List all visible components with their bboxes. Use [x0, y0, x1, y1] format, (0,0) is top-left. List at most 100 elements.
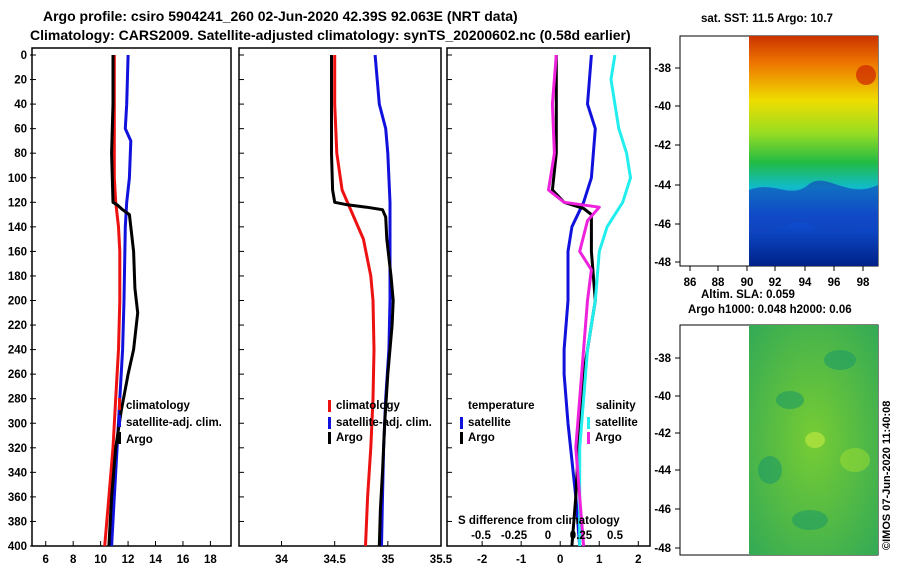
sla-patch	[758, 456, 782, 484]
depth-tick-label: 320	[8, 443, 27, 455]
series-line-temperature-argo	[550, 55, 597, 547]
legend-swatch-satellite	[328, 417, 331, 429]
legend-swatch-sal-argo	[587, 432, 590, 444]
lat-tick-label: -44	[654, 465, 671, 477]
lon-tick-label: 86	[684, 277, 697, 289]
legend-label-sal-argo: Argo	[595, 432, 622, 444]
lon-tick-label: 96	[828, 277, 841, 289]
x-tick-label: 10	[94, 554, 107, 566]
legend-swatch-climatology	[328, 400, 331, 412]
legend-title-salinity: salinity	[596, 400, 636, 412]
series-line-climatology	[333, 55, 376, 547]
salinity-panel-frame	[238, 47, 442, 547]
depth-tick-label: 240	[8, 345, 27, 357]
difference-chart: -2 -1 0 1 2	[477, 54, 641, 566]
x-tick-label: 1	[596, 554, 603, 566]
s-diff-tick: 0	[545, 530, 551, 542]
sst-map-title: sat. SST: 11.5 Argo: 10.7	[701, 13, 833, 25]
legend-title-temperature: temperature	[468, 400, 534, 412]
lon-tick-label: 90	[741, 277, 754, 289]
lon-tick-label: 98	[857, 277, 870, 289]
series-line-salinity-argo	[547, 54, 601, 547]
temperature-panel-frame	[31, 47, 232, 547]
depth-tick-label: 260	[8, 369, 27, 381]
depth-tick-label: 300	[8, 418, 27, 430]
lat-tick-label: -48	[654, 543, 671, 555]
sla-patch	[824, 350, 856, 370]
depth-tick-label: 20	[14, 75, 27, 87]
lat-tick-label: -44	[654, 180, 671, 192]
s-diff-tick: -0.25	[501, 530, 528, 542]
legend-label-climatology: climatology	[126, 400, 191, 412]
lat-tick-label: -38	[654, 353, 671, 365]
legend-label-argo: Argo	[126, 434, 153, 446]
depth-tick-label: 160	[8, 246, 27, 258]
depth-tick-label: 360	[8, 492, 27, 504]
x-tick-label: 18	[204, 554, 217, 566]
header-line-2: Climatology: CARS2009. Satellite-adjuste…	[30, 27, 631, 43]
legend-label-argo: Argo	[336, 432, 363, 444]
depth-tick-label: 220	[8, 320, 27, 332]
depth-tick-label: 400	[8, 541, 27, 553]
legend-label-temp-argo: Argo	[468, 432, 495, 444]
legend-swatch-temp-argo	[460, 432, 463, 444]
depth-tick-label: 380	[8, 516, 27, 528]
depth-tick-label: 80	[14, 148, 27, 160]
x-tick-label: 2	[635, 554, 641, 566]
lat-tick-label: -40	[654, 101, 671, 113]
depth-tick-label: 60	[14, 124, 27, 136]
imos-credit: ©IMOS 07-Jun-2020 11:40:08	[881, 401, 893, 550]
legend-swatch-temp-satellite	[460, 417, 463, 429]
lon-tick-label: 92	[769, 277, 782, 289]
lat-tick-label: -46	[654, 504, 671, 516]
sst-map: sat. SST: 11.5 Argo: 10.7 -38 -40 -42 -44 -4…	[654, 13, 879, 289]
legend-label-satellite: satellite-adj. clim.	[336, 417, 432, 429]
difference-panel-frame	[446, 47, 651, 547]
lat-tick-label: -38	[654, 63, 671, 75]
lat-tick-label: -42	[654, 140, 671, 152]
x-tick-label: 34	[275, 554, 288, 566]
depth-tick-label: 340	[8, 467, 27, 479]
series-line-temperature-satellite	[562, 54, 597, 547]
lat-tick-label: -46	[654, 219, 671, 231]
sla-map-subtitle: Argo h1000: 0.048 h2000: 0.06	[688, 304, 852, 316]
sla-patch	[776, 391, 804, 409]
depth-tick-label: 40	[14, 99, 27, 111]
x-tick-label: 0	[557, 554, 563, 566]
sla-patch	[792, 510, 828, 530]
legend-swatch-argo	[328, 432, 331, 444]
depth-tick-label: 280	[8, 394, 27, 406]
sla-anomaly-patches	[758, 350, 870, 530]
x-tick-label: -2	[477, 554, 487, 566]
salinity-legend: climatology satellite-adj. clim. Argo	[328, 400, 432, 444]
sst-cold-eddy	[749, 180, 878, 234]
depth-tick-label: 200	[8, 296, 27, 308]
depth-tick-label: 140	[8, 222, 27, 234]
s-diff-tick: 0.25	[570, 530, 593, 542]
legend-swatch-sal-satellite	[587, 417, 590, 429]
x-tick-label: 8	[70, 554, 77, 566]
temperature-legend: climatology satellite-adj. clim. Argo	[118, 398, 222, 446]
s-diff-tick: -0.5	[471, 530, 491, 542]
series-line-salinity-satellite	[578, 54, 632, 546]
sla-map-title: Altim. SLA: 0.059	[701, 289, 795, 301]
s-diff-tick: 0.5	[607, 530, 624, 542]
depth-axis: 0 20 40 60 80 100 120 140 160 180 200 220 240 260 280 3…	[8, 50, 452, 553]
x-tick-label: 35.5	[430, 554, 453, 566]
lat-tick-label: -48	[654, 257, 671, 269]
header-line-1: Argo profile: csiro 5904241_260 02-Jun-2…	[43, 8, 518, 24]
depth-tick-label: 180	[8, 271, 27, 283]
legend-label-sal-satellite: satellite	[595, 417, 638, 429]
series-line-climatology	[103, 55, 122, 547]
depth-tick-label: 100	[8, 173, 27, 185]
x-tick-label: 6	[43, 554, 49, 566]
series-line-argo	[330, 55, 395, 547]
legend-swatch-climatology	[118, 398, 121, 410]
difference-legend: temperature satellite Argo salinity sate…	[458, 400, 638, 542]
legend-label-temp-satellite: satellite	[468, 417, 511, 429]
salinity-chart: 34 34.5 35 35.5	[275, 54, 453, 566]
depth-tick-label: 0	[21, 50, 27, 62]
sst-lon-axis: 86 88 90 92 94 96 98	[684, 266, 870, 289]
sla-map: Altim. SLA: 0.059 Argo h1000: 0.048 h200…	[654, 289, 879, 556]
